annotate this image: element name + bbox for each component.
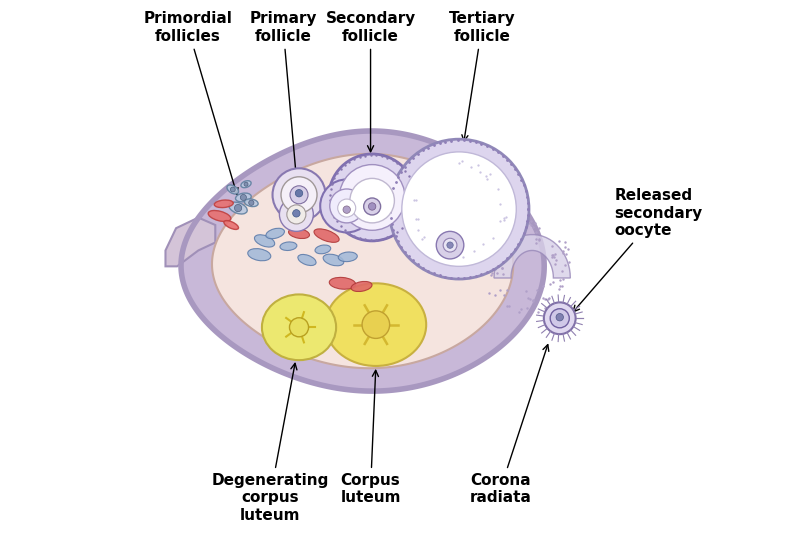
Circle shape bbox=[279, 198, 313, 231]
Circle shape bbox=[447, 242, 454, 248]
Polygon shape bbox=[165, 217, 215, 266]
Circle shape bbox=[320, 179, 373, 233]
Circle shape bbox=[296, 190, 303, 197]
Text: Primordial
follicles: Primordial follicles bbox=[143, 11, 238, 194]
Circle shape bbox=[350, 178, 394, 223]
Ellipse shape bbox=[236, 193, 251, 202]
Text: Secondary
follicle: Secondary follicle bbox=[326, 11, 416, 152]
Circle shape bbox=[287, 205, 306, 224]
Circle shape bbox=[329, 154, 416, 241]
Polygon shape bbox=[181, 131, 544, 391]
Circle shape bbox=[544, 302, 576, 334]
Ellipse shape bbox=[298, 255, 316, 265]
Ellipse shape bbox=[280, 242, 297, 250]
Circle shape bbox=[330, 189, 364, 223]
Ellipse shape bbox=[288, 228, 309, 238]
Circle shape bbox=[289, 318, 309, 337]
Circle shape bbox=[443, 238, 457, 252]
Text: Released
secondary
oocyte: Released secondary oocyte bbox=[573, 188, 702, 312]
Text: Corpus
luteum: Corpus luteum bbox=[340, 371, 401, 505]
Ellipse shape bbox=[339, 252, 357, 262]
Ellipse shape bbox=[315, 245, 330, 254]
Ellipse shape bbox=[254, 235, 275, 247]
Ellipse shape bbox=[224, 221, 238, 229]
Circle shape bbox=[389, 139, 529, 279]
Circle shape bbox=[272, 168, 326, 221]
Circle shape bbox=[343, 206, 351, 213]
Circle shape bbox=[362, 311, 390, 338]
Ellipse shape bbox=[323, 254, 343, 266]
Circle shape bbox=[230, 187, 235, 192]
Ellipse shape bbox=[266, 228, 284, 239]
Ellipse shape bbox=[241, 181, 251, 188]
Ellipse shape bbox=[248, 249, 271, 261]
Circle shape bbox=[402, 152, 516, 266]
Ellipse shape bbox=[314, 229, 339, 242]
Circle shape bbox=[550, 309, 569, 328]
Polygon shape bbox=[212, 154, 514, 368]
Circle shape bbox=[292, 209, 300, 217]
Circle shape bbox=[244, 182, 248, 186]
Text: Tertiary
follicle: Tertiary follicle bbox=[449, 11, 515, 141]
Circle shape bbox=[241, 194, 246, 200]
Circle shape bbox=[234, 205, 241, 212]
Ellipse shape bbox=[351, 281, 372, 292]
Text: Primary
follicle: Primary follicle bbox=[249, 11, 317, 192]
Ellipse shape bbox=[329, 278, 356, 289]
Circle shape bbox=[249, 200, 254, 205]
Polygon shape bbox=[494, 235, 570, 278]
Text: Degenerating
corpus
luteum: Degenerating corpus luteum bbox=[211, 364, 329, 523]
Circle shape bbox=[338, 199, 356, 217]
Ellipse shape bbox=[326, 284, 426, 366]
Circle shape bbox=[556, 314, 564, 321]
Circle shape bbox=[369, 203, 376, 210]
Circle shape bbox=[281, 177, 317, 213]
Ellipse shape bbox=[208, 211, 231, 221]
Circle shape bbox=[290, 186, 308, 204]
Ellipse shape bbox=[215, 200, 233, 208]
Ellipse shape bbox=[245, 199, 258, 207]
Circle shape bbox=[339, 165, 405, 230]
Text: Corona
radiata: Corona radiata bbox=[470, 345, 549, 505]
Ellipse shape bbox=[229, 202, 247, 214]
Ellipse shape bbox=[227, 185, 239, 194]
Ellipse shape bbox=[262, 294, 336, 360]
Circle shape bbox=[364, 198, 381, 215]
Circle shape bbox=[437, 231, 464, 259]
